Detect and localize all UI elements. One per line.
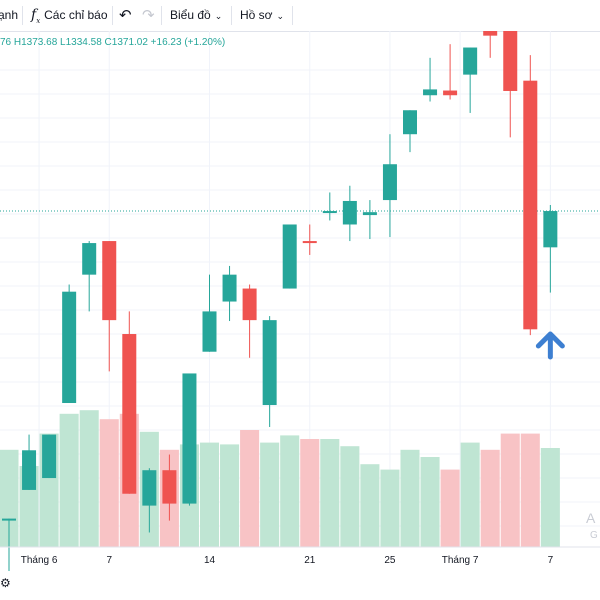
candle-body: [102, 241, 117, 321]
partial-toolbar-button[interactable]: ạnh: [0, 8, 19, 22]
candle-body: [543, 211, 558, 248]
candle-body: [122, 334, 137, 494]
volume-bar: [420, 457, 440, 547]
candlestick-chart[interactable]: Tháng 6 7 14 21 25 Tháng 7 7: [0, 31, 600, 571]
candle-body: [142, 470, 157, 506]
candle-body: [443, 90, 458, 96]
candle-body: [262, 320, 277, 406]
candle-body: [423, 89, 438, 96]
candle-body: [82, 243, 97, 275]
volume-bar: [79, 410, 99, 547]
volume-bar: [360, 464, 380, 547]
x-tick-label: 25: [384, 555, 396, 566]
candle-body: [202, 311, 217, 352]
volume-bar: [400, 449, 420, 547]
undo-icon[interactable]: ↶: [119, 7, 132, 24]
candle-body: [503, 31, 518, 91]
candle-body: [162, 470, 177, 504]
candle-body: [42, 434, 57, 479]
candle-body: [222, 274, 237, 302]
volume-bar: [260, 442, 280, 547]
x-tick-label: 14: [204, 555, 216, 566]
fx-icon: fx: [31, 7, 41, 25]
volume-bar: [300, 439, 320, 547]
profile-menu-label: Hồ sơ: [240, 8, 273, 22]
chart-menu-button[interactable]: Biểu đồ ⌄: [170, 0, 222, 31]
volume-bar: [440, 469, 460, 547]
ohlc-legend: 76 H1373.68 L1334.58 C1371.02 +16.23 (+1…: [0, 37, 226, 48]
candle-body: [302, 241, 317, 244]
toolbar-divider: [112, 6, 113, 25]
profile-menu-button[interactable]: Hồ sơ ⌄: [240, 0, 284, 31]
x-tick-label: Tháng 6: [21, 555, 58, 566]
indicators-button[interactable]: fx Các chỉ báo: [31, 0, 108, 31]
candle-body: [182, 373, 197, 504]
toolbar-divider: [231, 6, 232, 25]
volume-bar: [59, 413, 79, 547]
redo-icon[interactable]: ↷: [142, 7, 155, 24]
chart-menu-label: Biểu đồ: [170, 8, 211, 22]
candle-body: [382, 164, 397, 201]
candle-body: [282, 224, 297, 289]
candle-body: [483, 31, 498, 36]
candle-body: [523, 80, 538, 330]
x-tick-label: 7: [106, 555, 112, 566]
arrow-up-icon: [535, 331, 565, 360]
candle-body: [322, 211, 337, 214]
candle-body: [62, 291, 77, 404]
chevron-down-icon: ⌄: [214, 11, 223, 21]
watermark-text: A: [586, 510, 596, 526]
volume-bar: [320, 439, 340, 547]
x-tick-label: Tháng 7: [442, 555, 479, 566]
toolbar-divider: [161, 6, 162, 25]
toolbar-divider: [22, 6, 23, 25]
candle-body: [2, 518, 16, 521]
top-toolbar: ạnh fx Các chỉ báo ↶ ↷ Biểu đồ ⌄ Hồ sơ ⌄: [0, 0, 600, 32]
volume-bar: [380, 469, 400, 547]
candle-body: [342, 200, 357, 225]
candle-body: [362, 212, 377, 216]
volume-bar: [240, 430, 260, 547]
indicators-label: Các chỉ báo: [44, 8, 108, 22]
volume-bar: [540, 448, 560, 547]
volume-bar: [220, 444, 240, 547]
watermark-subtext: G: [590, 530, 598, 541]
volume-bar: [480, 449, 500, 547]
volume-bar: [199, 442, 220, 547]
candle-body: [403, 110, 417, 135]
settings-icon[interactable]: ⚙: [0, 576, 11, 590]
candle-body: [22, 450, 37, 490]
candle-body: [242, 288, 257, 321]
chevron-down-icon: ⌄: [276, 11, 285, 21]
x-tick-label: 7: [548, 555, 554, 566]
candle-body: [463, 47, 478, 75]
volume-bar: [340, 446, 360, 547]
volume-bar: [0, 449, 19, 547]
volume-bar: [99, 419, 119, 547]
volume-bar: [460, 442, 480, 547]
volume-bar: [280, 435, 300, 547]
volume-bar: [520, 433, 540, 547]
x-tick-label: 21: [304, 555, 316, 566]
toolbar-divider: [292, 6, 293, 25]
volume-bar: [500, 433, 520, 547]
